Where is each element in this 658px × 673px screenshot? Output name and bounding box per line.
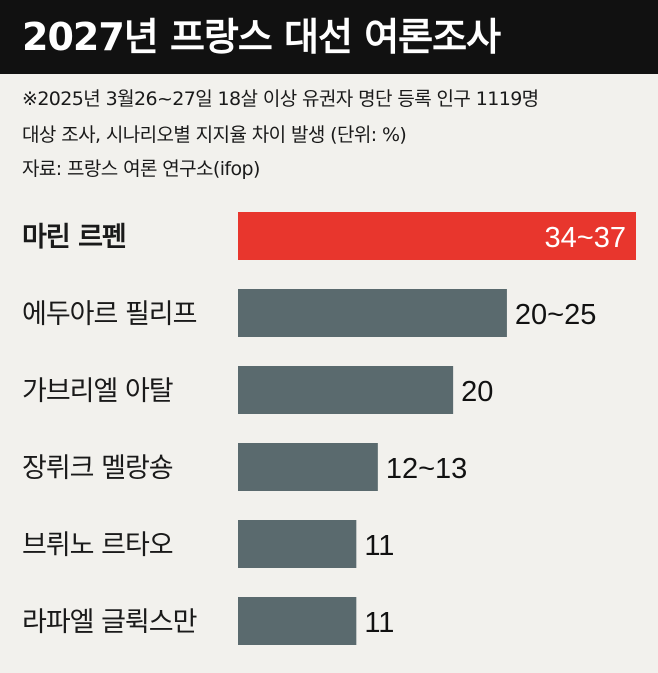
- chart-title: 2027년 프랑스 대선 여론조사: [22, 15, 501, 59]
- bar: [238, 212, 636, 260]
- bar: [238, 520, 357, 568]
- category-label: 라파엘 글뤽스만: [22, 607, 197, 638]
- category-label: 마린 르펜: [22, 222, 126, 253]
- note-source: 자료: 프랑스 여론 연구소(ifop): [22, 158, 260, 180]
- note-survey-line-2: 대상 조사, 시나리오별 지지율 차이 발생 (단위: %): [22, 124, 407, 146]
- bar: [238, 597, 357, 645]
- bar: [238, 289, 507, 337]
- bar: [238, 443, 378, 491]
- value-label: 34~37: [545, 222, 626, 254]
- bar: [238, 366, 454, 414]
- note-survey-line-1: ※2025년 3월26~27일 18살 이상 유권자 명단 등록 인구 1119…: [22, 88, 539, 110]
- value-label: 20: [461, 376, 493, 408]
- value-label: 20~25: [515, 299, 596, 331]
- title-bar: 2027년 프랑스 대선 여론조사: [0, 0, 658, 74]
- value-label: 12~13: [386, 453, 467, 485]
- category-label: 에두아르 필리프: [22, 299, 197, 330]
- value-label: 11: [364, 607, 394, 639]
- category-label: 장뤼크 멜랑숑: [22, 453, 173, 484]
- category-label: 가브리엘 아탈: [22, 376, 173, 407]
- category-label: 브뤼노 르타오: [22, 530, 173, 561]
- value-label: 11: [364, 530, 394, 562]
